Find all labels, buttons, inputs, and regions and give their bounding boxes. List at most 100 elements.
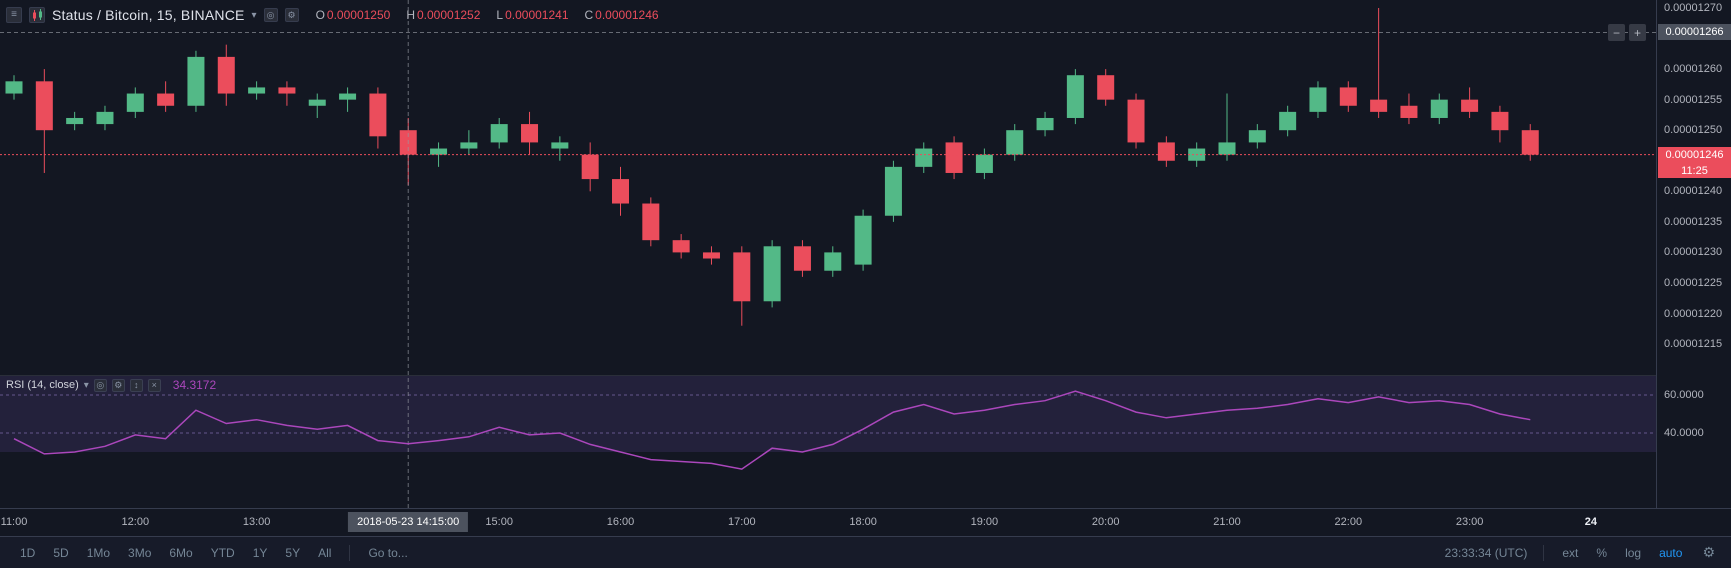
time-axis-label: 17:00 [728,516,756,528]
crosshair-price-label: 0.00001266 [1658,24,1731,41]
zoom-out-icon[interactable]: − [1608,24,1625,41]
price-axis-label: 0.00001230 [1664,246,1723,259]
candle [1248,130,1266,143]
settings-icon[interactable]: ⚙ [284,8,299,22]
time-axis-label: 11:00 [0,516,28,528]
percent-scale-button[interactable]: % [1596,545,1608,560]
range-5y-button[interactable]: 5Y [285,545,301,560]
close-value: 0.00001246 [595,8,659,22]
extended-hours-button[interactable]: ext [1562,545,1579,560]
rsi-indicator-title[interactable]: RSI (14, close) [6,379,79,391]
rsi-value: 34.3172 [172,378,217,392]
ohlc-high: H 0.00001252 [406,8,480,22]
candle [369,93,387,137]
candle [1279,111,1297,131]
move-pane-icon[interactable]: ↕ [129,378,143,392]
candle [460,142,478,149]
time-axis[interactable]: 2018-05-23 14:15:00 11:00 12:00 13:00 15:00… [0,508,1731,536]
candle [1370,99,1388,112]
toolbar-divider [349,544,351,561]
ohlc-readout: O 0.00001250 H 0.00001252 L 0.00001241 C 0.0… [316,8,659,22]
rsi-axis-label: 60.0000 [1664,389,1704,401]
candle [35,81,53,131]
candlestick-style-icon[interactable] [29,7,45,23]
candle [1218,142,1236,155]
auto-scale-button[interactable]: auto [1659,545,1683,560]
chevron-down-icon[interactable]: ▾ [83,379,89,391]
candle [1157,142,1175,161]
symbol-title[interactable]: Status / Bitcoin, 15, BINANCE [52,7,245,23]
price-axis-label: 0.00001255 [1664,93,1723,106]
time-axis-label: 13:00 [242,516,271,528]
candle [1097,75,1115,100]
range-1mo-button[interactable]: 1Mo [86,545,111,560]
rsi-line [13,390,1531,470]
candle [854,215,872,265]
candle [157,93,175,106]
candle [1339,87,1357,106]
candle [187,56,205,106]
candle [642,203,660,241]
last-price-label: 0.00001246 [1658,146,1731,163]
gear-icon[interactable]: ⚙ [1702,544,1715,560]
range-1y-button[interactable]: 1Y [252,545,268,560]
candle [763,246,781,302]
candle [5,81,23,94]
candle [945,142,963,173]
time-axis-label: 12:00 [121,516,150,528]
candle [1066,75,1084,118]
settings-icon[interactable]: ⚙ [111,378,125,392]
add-alert-plus-icon[interactable]: + [1629,24,1646,41]
price-axis-label: 0.00001215 [1664,338,1723,351]
range-all-button[interactable]: All [318,545,332,560]
candle [490,124,508,143]
candle [793,246,811,271]
price-axis-label: 0.00001220 [1664,307,1723,320]
eye-icon[interactable]: ◎ [93,378,107,392]
goto-button[interactable]: Go to... [368,545,408,560]
candle [1127,99,1145,143]
time-axis-label: 22:00 [1334,516,1363,528]
range-5d-button[interactable]: 5D [53,545,69,560]
bottom-toolbar: 1D 5D 1Mo 3Mo 6Mo YTD 1Y 5Y All Go to...… [0,536,1731,568]
low-value: 0.00001241 [505,8,569,22]
log-scale-button[interactable]: log [1625,545,1642,560]
open-value: 0.00001250 [326,8,391,22]
candle [1309,87,1327,112]
candle [612,179,629,204]
candle [430,148,448,155]
open-label: O [315,8,325,22]
time-axis-label: 19:00 [970,516,999,528]
range-ytd-button[interactable]: YTD [210,545,235,560]
range-6mo-button[interactable]: 6Mo [169,545,193,560]
price-axis[interactable]: 0.00001266 0.00001246 11:25 0.00001270 0.… [1656,0,1731,508]
chart-menu-icon[interactable]: ≡ [6,7,22,23]
candle [126,93,144,112]
chevron-down-icon[interactable]: ▾ [251,9,257,21]
rsi-band-fill [0,376,1656,452]
time-axis-label: 21:00 [1213,516,1241,528]
candle [96,111,114,125]
ohlc-low: L 0.00001241 [496,8,568,22]
price-axis-label: 0.00001250 [1664,124,1723,137]
price-axis-label: 0.00001270 [1664,2,1723,14]
price-axis-buttons: − + [1608,24,1646,41]
close-icon[interactable]: × [147,378,161,392]
candle [702,252,720,259]
bar-countdown-label: 11:25 [1658,163,1731,179]
eye-icon[interactable]: ◎ [263,8,278,22]
candle [66,117,84,125]
range-selector: 1D 5D 1Mo 3Mo 6Mo YTD 1Y 5Y All Go to... [12,542,416,564]
price-axis-label: 0.00001240 [1664,185,1723,198]
candle [1430,99,1448,118]
range-1d-button[interactable]: 1D [20,545,36,560]
range-3mo-button[interactable]: 3Mo [128,545,152,560]
chart-canvas[interactable] [0,0,1656,508]
ohlc-open: O 0.00001250 [316,8,391,22]
time-axis-label: 20:00 [1091,516,1120,528]
clock[interactable]: 23:33:34 (UTC) [1444,545,1528,560]
candle [1006,130,1024,155]
time-axis-label: 16:00 [606,516,635,528]
